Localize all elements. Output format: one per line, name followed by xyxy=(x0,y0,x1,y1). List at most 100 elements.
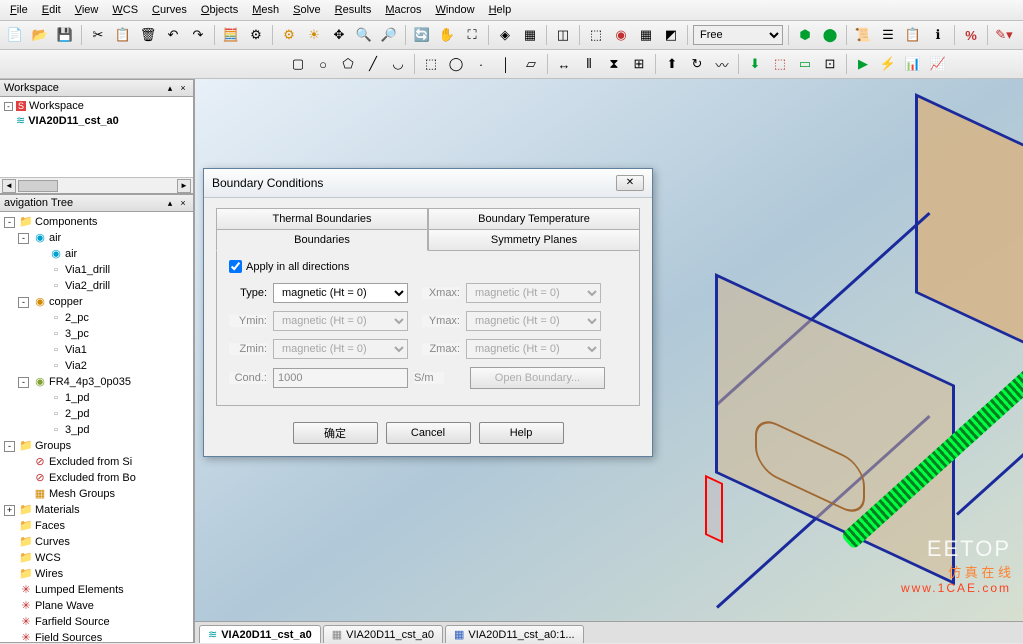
tree-node[interactable]: ✳Plane Wave xyxy=(2,598,191,614)
poly-icon[interactable]: ⬠ xyxy=(337,53,359,75)
tab-3d[interactable]: ≋VIA20D11_cst_a0 xyxy=(199,625,321,643)
tree-node[interactable]: ✳Field Sources xyxy=(2,630,191,642)
delete-icon[interactable]: 🗑 xyxy=(137,24,159,46)
calc-icon[interactable]: 🧮 xyxy=(220,24,242,46)
workspace-scrollbar[interactable]: ◄ ► xyxy=(0,177,193,193)
cube-icon[interactable]: ◫ xyxy=(552,24,574,46)
menu-objects[interactable]: Objects xyxy=(195,2,244,18)
circle-icon[interactable]: ○ xyxy=(312,53,334,75)
menu-view[interactable]: View xyxy=(69,2,105,18)
ok-button[interactable]: 确定 xyxy=(293,422,378,444)
cube-green-icon[interactable]: ⬢ xyxy=(794,24,816,46)
tree-node[interactable]: ▫2_pc xyxy=(2,310,191,326)
tree-node[interactable]: 📁WCS xyxy=(2,550,191,566)
tab-result[interactable]: ▦VIA20D11_cst_a0:1... xyxy=(445,625,584,643)
wcs-icon[interactable]: ◈ xyxy=(494,24,516,46)
select-icon[interactable]: ⬚ xyxy=(420,53,442,75)
info-icon[interactable]: ℹ xyxy=(927,24,949,46)
lasso-icon[interactable]: ◯ xyxy=(445,53,467,75)
tree-node[interactable]: -◉air xyxy=(2,230,191,246)
tree-node[interactable]: ▫Via2 xyxy=(2,358,191,374)
wire-icon[interactable]: ⬚ xyxy=(585,24,607,46)
run-icon[interactable]: ▶ xyxy=(852,53,874,75)
tree-node[interactable]: ◉air xyxy=(2,246,191,262)
menu-macros[interactable]: Macros xyxy=(379,2,427,18)
gear-icon[interactable]: ⚙ xyxy=(278,24,300,46)
save-icon[interactable]: 💾 xyxy=(54,24,76,46)
close-panel-icon[interactable]: × xyxy=(177,197,189,209)
tree-node[interactable]: ⊘Excluded from Si xyxy=(2,454,191,470)
close-panel-icon[interactable]: × xyxy=(177,82,189,94)
cut-icon[interactable]: ✂ xyxy=(87,24,109,46)
menu-help[interactable]: Help xyxy=(483,2,518,18)
fit-icon[interactable]: ⛶ xyxy=(461,24,483,46)
tree-node[interactable]: ▦Mesh Groups xyxy=(2,486,191,502)
workspace-project[interactable]: ≋ VIA20D11_cst_a0 xyxy=(2,113,191,128)
tree-node[interactable]: ▫Via1_drill xyxy=(2,262,191,278)
sun-icon[interactable]: ☀ xyxy=(303,24,325,46)
param-icon[interactable]: ⚙ xyxy=(245,24,267,46)
tree-node[interactable]: +📁Materials xyxy=(2,502,191,518)
menu-curves[interactable]: Curves xyxy=(146,2,193,18)
help-button[interactable]: Help xyxy=(479,422,564,444)
percent-icon[interactable]: % xyxy=(960,24,982,46)
menu-mesh[interactable]: Mesh xyxy=(246,2,285,18)
rotate-icon[interactable]: 🔄 xyxy=(411,24,433,46)
probe-icon[interactable]: ✎▾ xyxy=(993,24,1015,46)
props-icon[interactable]: 📋 xyxy=(902,24,924,46)
menu-edit[interactable]: Edit xyxy=(36,2,67,18)
line-icon[interactable]: ╱ xyxy=(362,53,384,75)
menu-solve[interactable]: Solve xyxy=(287,2,327,18)
cut-plane-icon[interactable]: ◩ xyxy=(660,24,682,46)
zoom-out-icon[interactable]: 🔎 xyxy=(378,24,400,46)
tree-node[interactable]: -◉FR4_4p3_0p035 xyxy=(2,374,191,390)
tree-node[interactable]: ▫1_pd xyxy=(2,390,191,406)
tree-node[interactable]: 📁Curves xyxy=(2,534,191,550)
tree-node[interactable]: -◉copper xyxy=(2,294,191,310)
pin-icon[interactable]: ▴ xyxy=(164,82,176,94)
apply-all-checkbox[interactable] xyxy=(229,260,242,273)
pin-icon[interactable]: ▴ xyxy=(164,197,176,209)
tree-node[interactable]: ▫3_pd xyxy=(2,422,191,438)
cancel-button[interactable]: Cancel xyxy=(386,422,471,444)
cyl-icon[interactable]: ⬤ xyxy=(819,24,841,46)
close-icon[interactable]: ✕ xyxy=(616,175,644,191)
tree-node[interactable]: ✳Lumped Elements xyxy=(2,582,191,598)
type-select[interactable]: magnetic (Ht = 0) xyxy=(273,283,408,303)
tree-node[interactable]: ▫Via1 xyxy=(2,342,191,358)
tab-schematic[interactable]: ▦VIA20D11_cst_a0 xyxy=(323,625,443,643)
tab-thermal[interactable]: Thermal Boundaries xyxy=(216,208,428,230)
plot-icon[interactable]: 📈 xyxy=(927,53,949,75)
menu-wcs[interactable]: WCS xyxy=(106,2,144,18)
array-icon[interactable]: ⊞ xyxy=(628,53,650,75)
tab-temperature[interactable]: Boundary Temperature xyxy=(428,208,640,230)
move-icon[interactable]: ✥ xyxy=(328,24,350,46)
tree-node[interactable]: -📁Groups xyxy=(2,438,191,454)
copy-icon[interactable]: 📋 xyxy=(112,24,134,46)
load-icon[interactable]: ⬇ xyxy=(744,53,766,75)
history-icon[interactable]: 📜 xyxy=(852,24,874,46)
dim-icon[interactable]: ↔ xyxy=(553,53,575,75)
zoom-in-icon[interactable]: 🔍 xyxy=(353,24,375,46)
redo-icon[interactable]: ↷ xyxy=(187,24,209,46)
tree-node[interactable]: ▫2_pd xyxy=(2,406,191,422)
extrude-icon[interactable]: ⬆ xyxy=(661,53,683,75)
tree-node[interactable]: 📁Faces xyxy=(2,518,191,534)
new-icon[interactable]: 📄 xyxy=(4,24,26,46)
shade-icon[interactable]: ◉ xyxy=(610,24,632,46)
tab-symmetry[interactable]: Symmetry Planes xyxy=(428,229,640,251)
tree-node[interactable]: ▫Via2_drill xyxy=(2,278,191,294)
tree-node[interactable]: 📁Wires xyxy=(2,566,191,582)
mesh-icon[interactable]: ▦ xyxy=(635,24,657,46)
workspace-root[interactable]: - S Workspace xyxy=(2,99,191,113)
arc-icon[interactable]: ◡ xyxy=(387,53,409,75)
tree-node[interactable]: ✳Farfield Source xyxy=(2,614,191,630)
grid-icon[interactable]: ▦ xyxy=(519,24,541,46)
align-icon[interactable]: ⫴ xyxy=(578,53,600,75)
mirror-icon[interactable]: ⧗ xyxy=(603,53,625,75)
sweep-icon[interactable]: 〰 xyxy=(711,53,733,75)
undo-icon[interactable]: ↶ xyxy=(162,24,184,46)
tree-node[interactable]: ⊘Excluded from Bo xyxy=(2,470,191,486)
tree-node[interactable]: ▫3_pc xyxy=(2,326,191,342)
menu-results[interactable]: Results xyxy=(329,2,378,18)
